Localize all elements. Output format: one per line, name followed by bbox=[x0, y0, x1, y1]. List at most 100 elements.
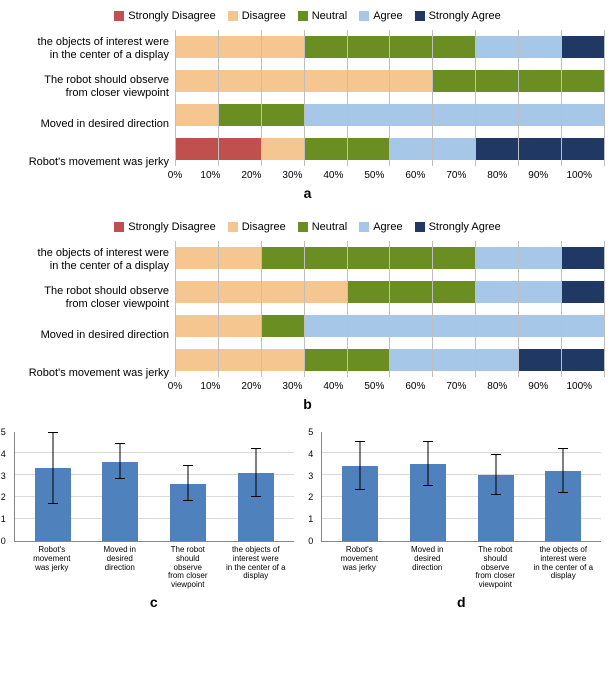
x-tick: 100% bbox=[566, 381, 592, 392]
y-labels-b: the objects of interest werein the cente… bbox=[10, 241, 175, 392]
bar-column bbox=[404, 464, 452, 541]
y-label: Moved in desired direction bbox=[10, 107, 169, 141]
x-tick: 30% bbox=[282, 381, 302, 392]
error-cap bbox=[251, 496, 261, 497]
legend-label: Agree bbox=[373, 221, 402, 233]
y-labels-a: the objects of interest werein the cente… bbox=[10, 30, 175, 181]
error-cap bbox=[355, 489, 365, 490]
x-tick: 20% bbox=[241, 170, 261, 181]
panel-label-c: c bbox=[14, 594, 294, 610]
error-cap bbox=[423, 441, 433, 442]
bar-xlabels-d: Robot's movementwas jerkyMoved in desire… bbox=[321, 542, 601, 590]
legend-item: Strongly Disagree bbox=[114, 221, 215, 233]
error-bar bbox=[360, 442, 361, 490]
legend-label: Agree bbox=[373, 10, 402, 22]
error-bar bbox=[120, 444, 121, 479]
error-cap bbox=[251, 448, 261, 449]
legend-item: Neutral bbox=[298, 10, 347, 22]
legend-swatch bbox=[359, 222, 369, 232]
grid-line bbox=[261, 30, 262, 166]
legend-swatch bbox=[359, 11, 369, 21]
x-tick: 70% bbox=[446, 381, 466, 392]
legend-b: Strongly Disagree Disagree Neutral Agree Str… bbox=[10, 221, 605, 233]
y-label: Robot's movement was jerky bbox=[10, 145, 169, 179]
bar-xlabel: Moved in desireddirection bbox=[90, 546, 150, 590]
bar-xlabel: Moved in desireddirection bbox=[397, 546, 457, 590]
x-tick: 0% bbox=[168, 170, 182, 181]
grid-line bbox=[561, 30, 562, 166]
y-ticks-c: 012345 bbox=[1, 432, 6, 541]
bar-column bbox=[472, 475, 520, 541]
legend-label: Neutral bbox=[312, 10, 347, 22]
bar-xlabel: Robot's movementwas jerky bbox=[22, 546, 82, 590]
error-cap bbox=[491, 494, 501, 495]
stacked-chart-b: the objects of interest werein the cente… bbox=[10, 241, 605, 392]
panel-a: Strongly Disagree Disagree Neutral Agree Str… bbox=[10, 10, 605, 201]
bottom-row: 012345 Robot's movementwas jerkyMoved in… bbox=[10, 432, 605, 610]
grid-line bbox=[218, 30, 219, 166]
x-tick: 20% bbox=[241, 381, 261, 392]
x-tick: 60% bbox=[405, 170, 425, 181]
panel-label-a: a bbox=[10, 185, 605, 201]
legend-swatch bbox=[228, 222, 238, 232]
error-cap bbox=[423, 485, 433, 486]
legend-item: Disagree bbox=[228, 10, 286, 22]
x-tick: 40% bbox=[323, 381, 343, 392]
bar-xlabel: Robot's movementwas jerky bbox=[329, 546, 389, 590]
x-axis-b: 0%10%20%30%40%50%60%70%80%90%100% bbox=[175, 381, 605, 392]
legend-item: Agree bbox=[359, 221, 402, 233]
legend-swatch bbox=[415, 222, 425, 232]
legend-item: Strongly Disagree bbox=[114, 10, 215, 22]
hgrid-line bbox=[322, 452, 601, 453]
grid-line bbox=[475, 241, 476, 377]
grid-line bbox=[561, 241, 562, 377]
error-bar bbox=[188, 466, 189, 501]
legend-item: Neutral bbox=[298, 221, 347, 233]
x-tick: 80% bbox=[487, 170, 507, 181]
bar-xlabel: The robot shouldobservefrom closerviewpo… bbox=[465, 546, 525, 590]
panel-c: 012345 Robot's movementwas jerkyMoved in… bbox=[14, 432, 294, 610]
bar-column bbox=[29, 468, 77, 541]
legend-label: Strongly Agree bbox=[429, 10, 501, 22]
grid-line bbox=[304, 30, 305, 166]
x-tick: 0% bbox=[168, 381, 182, 392]
legend-label: Strongly Disagree bbox=[128, 10, 215, 22]
grid-line bbox=[389, 241, 390, 377]
bar-column bbox=[96, 462, 144, 541]
legend-swatch bbox=[114, 222, 124, 232]
bar-xlabel: the objects ofinterest werein the center… bbox=[226, 546, 286, 590]
x-tick: 100% bbox=[566, 170, 592, 181]
legend-label: Disagree bbox=[242, 221, 286, 233]
x-tick: 10% bbox=[200, 381, 220, 392]
legend-a: Strongly Disagree Disagree Neutral Agree Str… bbox=[10, 10, 605, 22]
bar-column bbox=[539, 471, 587, 541]
grid-line bbox=[604, 30, 605, 166]
x-tick: 30% bbox=[282, 170, 302, 181]
bar-xlabel: The robot shouldobservefrom closerviewpo… bbox=[158, 546, 218, 590]
y-label: The robot should observefrom closer view… bbox=[10, 281, 169, 315]
legend-label: Strongly Disagree bbox=[128, 221, 215, 233]
error-cap bbox=[558, 448, 568, 449]
legend-label: Neutral bbox=[312, 221, 347, 233]
error-bar bbox=[52, 433, 53, 503]
grid-line bbox=[604, 241, 605, 377]
bar-plot-d: 012345 bbox=[321, 432, 601, 542]
legend-label: Strongly Agree bbox=[429, 221, 501, 233]
error-cap bbox=[558, 492, 568, 493]
grid-a bbox=[175, 30, 605, 166]
x-tick: 80% bbox=[487, 381, 507, 392]
bar-column bbox=[232, 473, 280, 541]
error-bar bbox=[427, 442, 428, 486]
x-tick: 60% bbox=[405, 381, 425, 392]
legend-label: Disagree bbox=[242, 10, 286, 22]
error-cap bbox=[491, 454, 501, 455]
grid-line bbox=[432, 241, 433, 377]
y-label: the objects of interest werein the cente… bbox=[10, 32, 169, 66]
x-tick: 50% bbox=[364, 381, 384, 392]
x-tick: 70% bbox=[446, 170, 466, 181]
bar-xlabels-c: Robot's movementwas jerkyMoved in desire… bbox=[14, 542, 294, 590]
grid-line bbox=[518, 241, 519, 377]
legend-item: Agree bbox=[359, 10, 402, 22]
legend-swatch bbox=[415, 11, 425, 21]
grid-line bbox=[347, 30, 348, 166]
